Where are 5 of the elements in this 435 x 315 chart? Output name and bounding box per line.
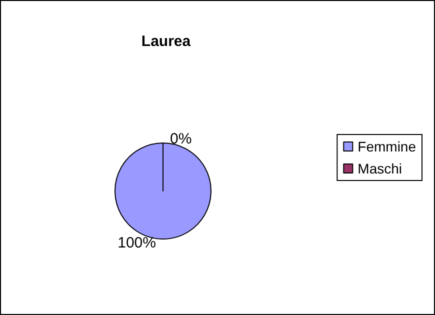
chart-title: Laurea [141,33,192,50]
legend-label: Maschi [358,160,402,176]
data-label: 100% [118,234,156,252]
text: 0% [170,130,192,148]
legend-label: Femmine [358,138,416,154]
